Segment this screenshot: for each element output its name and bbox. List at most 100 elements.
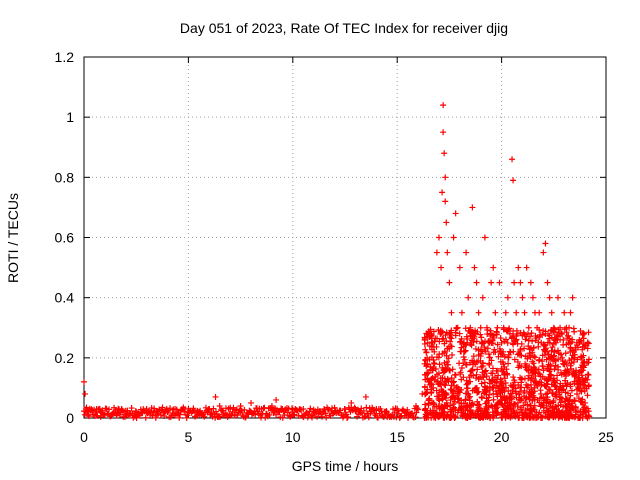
- data-point: [442, 174, 449, 181]
- data-point: [505, 354, 512, 361]
- data-point: [537, 403, 544, 410]
- data-point: [510, 374, 517, 381]
- data-point: [561, 369, 568, 376]
- data-point: [101, 411, 108, 418]
- data-point: [159, 404, 166, 411]
- data-point: [572, 344, 579, 351]
- data-point: [551, 329, 558, 336]
- data-point: [486, 339, 493, 346]
- data-point: [469, 366, 476, 373]
- data-point: [505, 413, 512, 420]
- data-point: [427, 326, 434, 333]
- data-point: [176, 414, 183, 421]
- data-point: [409, 410, 416, 417]
- data-point: [540, 394, 547, 401]
- data-point: [554, 294, 561, 301]
- data-point: [504, 294, 511, 301]
- data-point: [397, 413, 404, 420]
- data-point: [478, 340, 485, 347]
- data-point: [568, 387, 575, 394]
- data-point: [124, 407, 131, 414]
- data-point: [452, 329, 459, 336]
- data-point: [533, 409, 540, 416]
- data-point: [584, 414, 591, 421]
- data-point: [530, 364, 537, 371]
- data-point: [212, 393, 219, 400]
- data-point: [528, 330, 535, 337]
- data-point: [511, 356, 518, 363]
- data-point: [185, 405, 192, 412]
- data-point: [442, 365, 449, 372]
- data-point: [252, 411, 259, 418]
- data-point: [473, 279, 480, 286]
- data-point: [521, 393, 528, 400]
- data-point: [552, 383, 559, 390]
- data-point: [450, 401, 457, 408]
- data-point: [584, 345, 591, 352]
- data-point: [446, 330, 453, 337]
- data-point: [532, 365, 539, 372]
- data-point: [481, 370, 488, 377]
- data-point: [561, 361, 568, 368]
- data-point: [463, 249, 470, 256]
- data-point: [494, 324, 501, 331]
- data-point: [478, 394, 485, 401]
- data-point: [578, 399, 585, 406]
- data-point: [581, 344, 588, 351]
- data-point: [560, 336, 567, 343]
- data-point: [557, 324, 564, 331]
- data-point: [440, 405, 447, 412]
- y-tick-label: 0: [66, 410, 74, 426]
- data-point: [424, 330, 431, 337]
- data-point: [479, 359, 486, 366]
- data-point: [237, 402, 244, 409]
- data-point: [498, 339, 505, 346]
- data-point: [540, 367, 547, 374]
- data-point: [447, 386, 454, 393]
- data-point: [507, 382, 514, 389]
- data-point: [442, 332, 449, 339]
- data-point: [434, 393, 441, 400]
- data-point: [506, 330, 513, 337]
- data-point: [436, 412, 443, 419]
- data-point: [497, 358, 504, 365]
- data-point: [441, 381, 448, 388]
- data-point: [585, 329, 592, 336]
- data-point: [460, 354, 467, 361]
- data-point: [484, 345, 491, 352]
- data-point: [567, 381, 574, 388]
- data-point: [585, 340, 592, 347]
- data-point: [546, 294, 553, 301]
- data-point: [268, 402, 275, 409]
- data-point: [503, 336, 510, 343]
- data-point: [445, 355, 452, 362]
- data-point: [450, 234, 457, 241]
- data-point: [557, 380, 564, 387]
- data-point: [423, 349, 430, 356]
- data-point: [465, 294, 472, 301]
- data-point: [452, 388, 459, 395]
- data-point: [575, 369, 582, 376]
- data-point: [447, 397, 454, 404]
- data-point: [149, 412, 156, 419]
- data-point: [579, 396, 586, 403]
- data-point: [463, 377, 470, 384]
- data-point: [511, 279, 518, 286]
- data-point: [532, 379, 539, 386]
- data-point: [528, 345, 535, 352]
- data-point: [483, 398, 490, 405]
- data-point: [483, 324, 490, 331]
- data-point: [519, 411, 526, 418]
- data-point: [197, 407, 204, 414]
- data-point: [503, 405, 510, 412]
- dense-data-points: [81, 324, 593, 421]
- data-point: [429, 399, 436, 406]
- data-point: [578, 337, 585, 344]
- data-point: [167, 405, 174, 412]
- data-point: [528, 389, 535, 396]
- data-point: [555, 409, 562, 416]
- data-point: [440, 102, 447, 109]
- data-point: [360, 407, 367, 414]
- data-point: [564, 390, 571, 397]
- data-point: [514, 403, 521, 410]
